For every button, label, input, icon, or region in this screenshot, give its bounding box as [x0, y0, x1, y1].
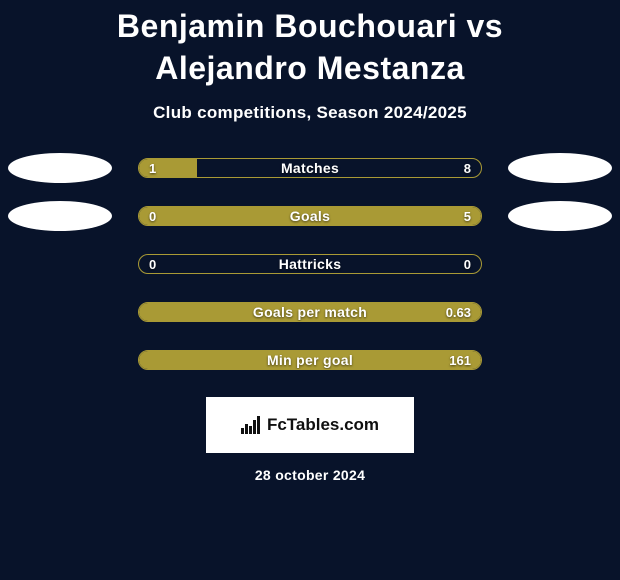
stat-value-right: 0.63 — [446, 303, 471, 321]
page-title: Benjamin Bouchouari vs Alejandro Mestanz… — [0, 0, 620, 89]
stat-row: 1Matches8 — [0, 157, 620, 179]
stat-row: Goals per match0.63 — [0, 301, 620, 323]
stat-label: Hattricks — [139, 255, 481, 273]
stat-value-right: 0 — [464, 255, 471, 273]
stat-bar: Min per goal161 — [138, 350, 482, 370]
stat-value-right: 161 — [449, 351, 471, 369]
stat-bar: 0Hattricks0 — [138, 254, 482, 274]
stat-value-right: 5 — [464, 207, 471, 225]
stat-label: Goals per match — [139, 303, 481, 321]
chart-bars-icon — [241, 416, 261, 434]
stat-value-right: 8 — [464, 159, 471, 177]
footer-date: 28 october 2024 — [0, 467, 620, 483]
stat-label: Goals — [139, 207, 481, 225]
stat-bar: Goals per match0.63 — [138, 302, 482, 322]
subtitle: Club competitions, Season 2024/2025 — [0, 103, 620, 123]
player-right-badge — [508, 201, 612, 231]
stat-label: Matches — [139, 159, 481, 177]
player-left-badge — [8, 153, 112, 183]
stat-row: Min per goal161 — [0, 349, 620, 371]
stat-label: Min per goal — [139, 351, 481, 369]
comparison-chart: 1Matches80Goals50Hattricks0Goals per mat… — [0, 157, 620, 371]
footer-brand-text: FcTables.com — [267, 415, 379, 435]
stat-row: 0Goals5 — [0, 205, 620, 227]
player-right-badge — [508, 153, 612, 183]
stat-bar: 1Matches8 — [138, 158, 482, 178]
footer-brand-box: FcTables.com — [206, 397, 414, 453]
player-left-badge — [8, 201, 112, 231]
stat-row: 0Hattricks0 — [0, 253, 620, 275]
stat-bar: 0Goals5 — [138, 206, 482, 226]
